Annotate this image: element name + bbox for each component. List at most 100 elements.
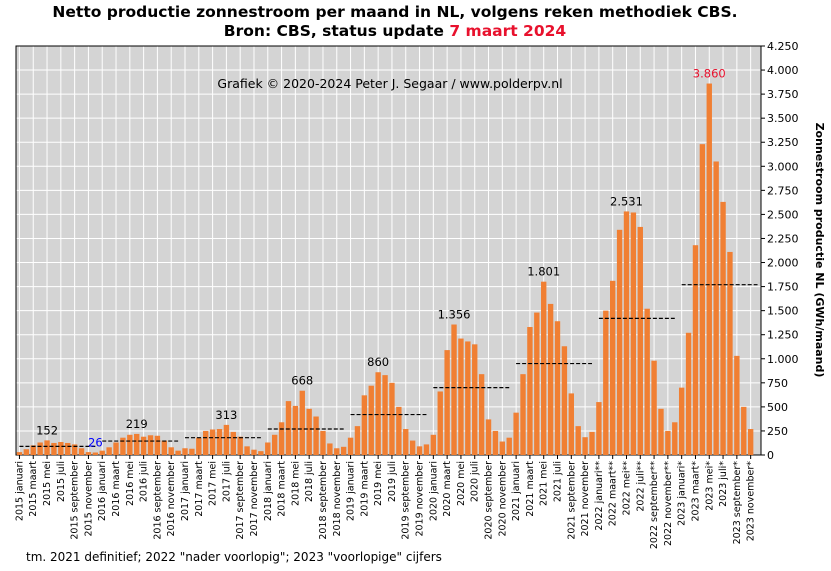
bar [720,201,726,455]
bar [237,436,243,455]
y-tick-label: 2.500 [767,208,799,221]
bar [616,229,623,455]
y-tick-label: 3.000 [767,160,799,173]
bar [582,437,588,455]
bar [292,405,299,455]
x-tick-label: 2017 januari [180,461,191,521]
bar [499,441,506,455]
x-tick-label: 2019 november [415,461,426,537]
y-tick-label: 1.250 [767,329,799,342]
bar [596,402,602,455]
bar [230,431,236,455]
bar-value-label: 152 [36,423,58,437]
bar [320,430,326,455]
y-tick-label: 2.000 [767,257,799,270]
bar [520,374,526,455]
bar [265,442,271,455]
bar [271,434,278,455]
bar [699,144,706,455]
bar-value-label: 860 [367,355,389,369]
bar-value-label: 1.801 [527,265,560,279]
x-tick-label: 2017 september [235,461,246,540]
y-tick-label: 2.250 [767,232,799,245]
bar [541,281,547,455]
y-tick-label: 0 [767,449,774,462]
bar [299,390,305,455]
y-axis-label: Zonnestroom productie NL (GWh/maand) [813,123,826,378]
x-tick-label: 2022 september** [649,461,660,549]
x-tick-label: 2023 november* [746,461,757,542]
x-tick-label: 2016 mei [125,461,136,506]
bar [747,429,754,455]
x-tick-label: 2017 maart [194,461,205,517]
bar [258,451,264,455]
bar [189,448,195,455]
bar-value-label: 219 [126,417,148,431]
bar [727,251,733,455]
chart-title-line1: Netto productie zonnestroom per maand in… [52,3,738,21]
y-tick-label: 4.000 [767,64,799,77]
bar [713,161,719,455]
bar [334,448,340,455]
bar [92,452,99,455]
bar [458,338,464,455]
x-tick-label: 2018 juli [304,461,315,502]
x-tick-label: 2015 januari [14,461,25,521]
bar [154,435,161,455]
bar [182,448,188,455]
x-tick-label: 2018 november [332,461,343,537]
x-tick-label: 2022 maart** [608,461,619,526]
bar [278,422,285,455]
bar [527,327,533,455]
bar [472,344,478,455]
bar [416,446,423,455]
x-tick-label: 2020 januari [428,461,439,521]
x-tick-label: 2020 november [497,461,508,537]
bar [251,449,257,455]
bar [658,408,664,455]
y-tick-label: 3.750 [767,88,799,101]
bar [209,429,216,455]
bar [534,312,540,455]
bar [161,440,168,455]
bar [741,406,747,455]
x-tick-label: 2022 januari** [594,461,605,531]
x-tick-label: 2018 maart [277,461,288,517]
bar [44,440,50,455]
x-tick-label: 2022 mei** [621,461,632,516]
bar [175,450,181,455]
x-tick-label: 2019 maart [359,461,370,517]
bar [285,401,292,455]
bar [478,374,485,455]
bar [692,245,699,455]
x-tick-label: 2020 september [484,461,495,540]
x-tick-label: 2023 maart* [690,461,701,522]
y-tick-label: 750 [767,377,788,390]
bar [506,437,512,455]
bar [58,442,64,455]
bar-value-label: 3.860 [693,67,726,81]
bar [685,332,692,455]
bar [554,321,561,455]
x-tick-label: 2022 juli** [635,461,646,512]
x-tick-label: 2021 januari [511,461,522,521]
y-tick-label: 1.500 [767,305,799,318]
x-tick-label: 2020 juli [470,461,481,502]
footnote: tm. 2021 definitief; 2022 "nader voorlop… [26,550,442,564]
y-tick-label: 1.750 [767,281,799,294]
bar [465,341,471,455]
bar [23,449,30,455]
x-tick-label: 2021 juli [553,461,564,502]
bar [382,375,388,455]
x-tick-label: 2019 juli [387,461,398,502]
x-tick-label: 2018 januari [263,461,274,521]
bar [361,395,368,455]
bar [99,450,105,455]
x-tick-label: 2018 mei [290,461,301,506]
y-tick-label: 500 [767,401,788,414]
x-tick-label: 2017 mei [208,461,219,506]
x-tick-label: 2020 mei [456,461,467,506]
x-tick-label: 2021 mei [539,461,550,506]
x-tick-label: 2016 maart [111,461,122,517]
bar-value-label: 26 [88,435,103,449]
